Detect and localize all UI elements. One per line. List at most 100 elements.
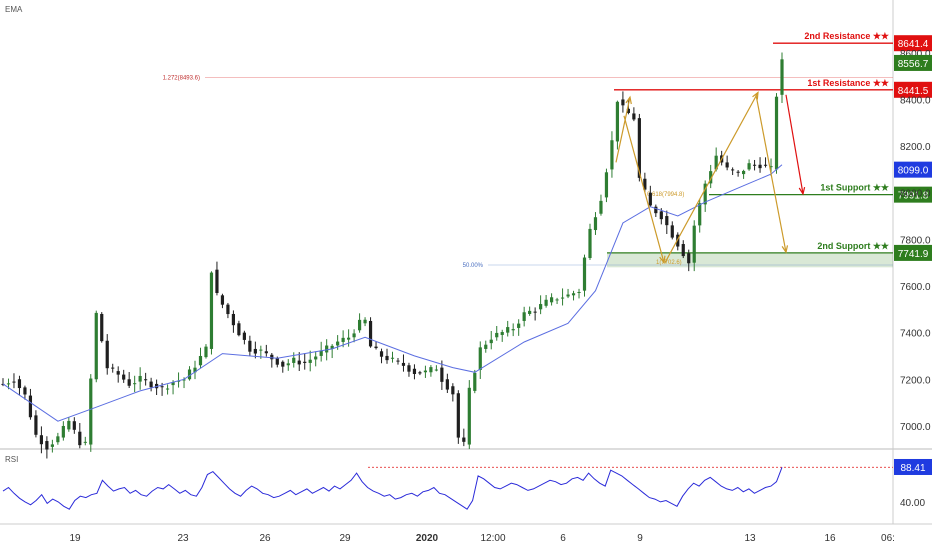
- level-price-tag: [894, 35, 932, 52]
- fib-arrow-up-left: [615, 97, 631, 163]
- candle-body: [478, 347, 482, 370]
- candle-body: [28, 395, 33, 418]
- candle-body: [357, 319, 362, 331]
- time-tick-label: 29: [339, 533, 351, 544]
- candle-body: [281, 361, 285, 367]
- candle-body: [654, 206, 658, 214]
- candle-body: [418, 372, 422, 374]
- candle-body: [780, 59, 784, 95]
- candle-body: [237, 323, 241, 336]
- rsi-indicator-label: RSI: [5, 455, 18, 464]
- candle-body: [78, 431, 82, 446]
- candle-body: [626, 108, 630, 113]
- fib-arrow-up-left-head: [625, 95, 632, 105]
- time-tick-label: 2020: [416, 533, 439, 544]
- candle-body: [747, 163, 751, 170]
- candle-body: [61, 425, 65, 438]
- candle-body: [133, 383, 137, 385]
- candle-body: [610, 140, 614, 170]
- candle-body: [517, 323, 521, 328]
- candle-body: [522, 312, 526, 321]
- candle-body: [292, 357, 296, 363]
- candle-body: [242, 332, 246, 340]
- support-zone: [607, 252, 893, 268]
- candle-body: [12, 381, 16, 383]
- candle-body: [593, 217, 598, 231]
- fib-arrow-to-support-head: [781, 245, 789, 254]
- candle-body: [462, 437, 466, 442]
- candle-body: [341, 337, 345, 342]
- candle-body: [599, 200, 603, 214]
- candle-body: [709, 171, 713, 184]
- candle-body: [187, 369, 192, 380]
- rsi-value-tag: [894, 458, 932, 475]
- candle-body: [259, 349, 263, 351]
- candle-body: [67, 420, 71, 430]
- candle-body: [39, 435, 44, 445]
- candle-body: [582, 257, 587, 291]
- candle-body: [385, 355, 389, 361]
- candles: [1, 52, 784, 459]
- candle-body: [412, 368, 417, 375]
- time-tick-label: 9: [637, 533, 643, 544]
- candle-body: [577, 291, 581, 293]
- candle-body: [451, 386, 455, 395]
- candle-body: [659, 211, 663, 220]
- price-tick-label: 7200.0: [900, 375, 931, 386]
- time-tick-label: 06:: [881, 533, 895, 544]
- candle-body: [127, 379, 131, 386]
- candle-body: [495, 332, 499, 338]
- candle-body: [34, 415, 38, 435]
- level-price-text: 8641.4: [898, 39, 929, 50]
- candle-body: [209, 272, 214, 349]
- candle-body: [588, 228, 592, 259]
- level-price-text: 7741.9: [898, 249, 929, 260]
- rsi-tick-label: 40.00: [900, 498, 925, 509]
- candle-body: [149, 381, 153, 388]
- price-axis: 7000.0 7200.0 7400.0 7600.0 7800.0 8000.0 8200…: [894, 49, 932, 433]
- candle-body: [544, 299, 548, 306]
- candle-body: [204, 346, 208, 358]
- time-tick-label: 13: [744, 533, 756, 544]
- candle-body: [763, 164, 768, 166]
- candle-body: [325, 345, 329, 353]
- candle-body: [676, 234, 680, 247]
- candle-body: [231, 313, 236, 326]
- candle-body: [171, 381, 175, 386]
- candle-body: [473, 372, 477, 391]
- candle-body: [253, 348, 257, 354]
- candle-body: [330, 345, 334, 349]
- fib-0618-label: 0.618(7994.8): [647, 192, 684, 198]
- candle-body: [445, 379, 449, 390]
- rsi-line: [2, 467, 783, 510]
- candle-body: [692, 225, 696, 263]
- candle-body: [182, 379, 186, 381]
- price-tick-label: 8200.0: [900, 142, 931, 153]
- candle-body: [363, 319, 367, 324]
- candle-body: [549, 297, 554, 303]
- candle-body: [741, 170, 746, 175]
- candle-body: [725, 162, 729, 168]
- fib-1-label: 1(7702.6): [656, 260, 682, 266]
- fib-arrow-up-head: [752, 91, 759, 100]
- candle-body: [72, 421, 76, 430]
- candle-body: [401, 362, 406, 366]
- candle-body: [533, 311, 537, 313]
- resistance-arrow: [785, 94, 804, 195]
- candle-body: [511, 329, 515, 331]
- candle-body: [116, 371, 120, 375]
- candle-body: [467, 387, 471, 445]
- ema-price-tag-text: 8099.0: [898, 166, 929, 177]
- price-tick-label: 8000.0: [900, 189, 931, 200]
- candle-body: [736, 171, 740, 173]
- candle-body: [731, 169, 735, 171]
- level-label: 1st Support ★★: [820, 183, 890, 193]
- candle-body: [670, 225, 674, 238]
- level-label: 2nd Resistance ★★: [804, 31, 890, 41]
- rsi-pane: 40.00 88.41: [2, 458, 932, 510]
- candle-body: [248, 340, 252, 352]
- candle-body: [144, 379, 148, 381]
- candle-body: [648, 192, 652, 206]
- candle-body: [774, 96, 779, 170]
